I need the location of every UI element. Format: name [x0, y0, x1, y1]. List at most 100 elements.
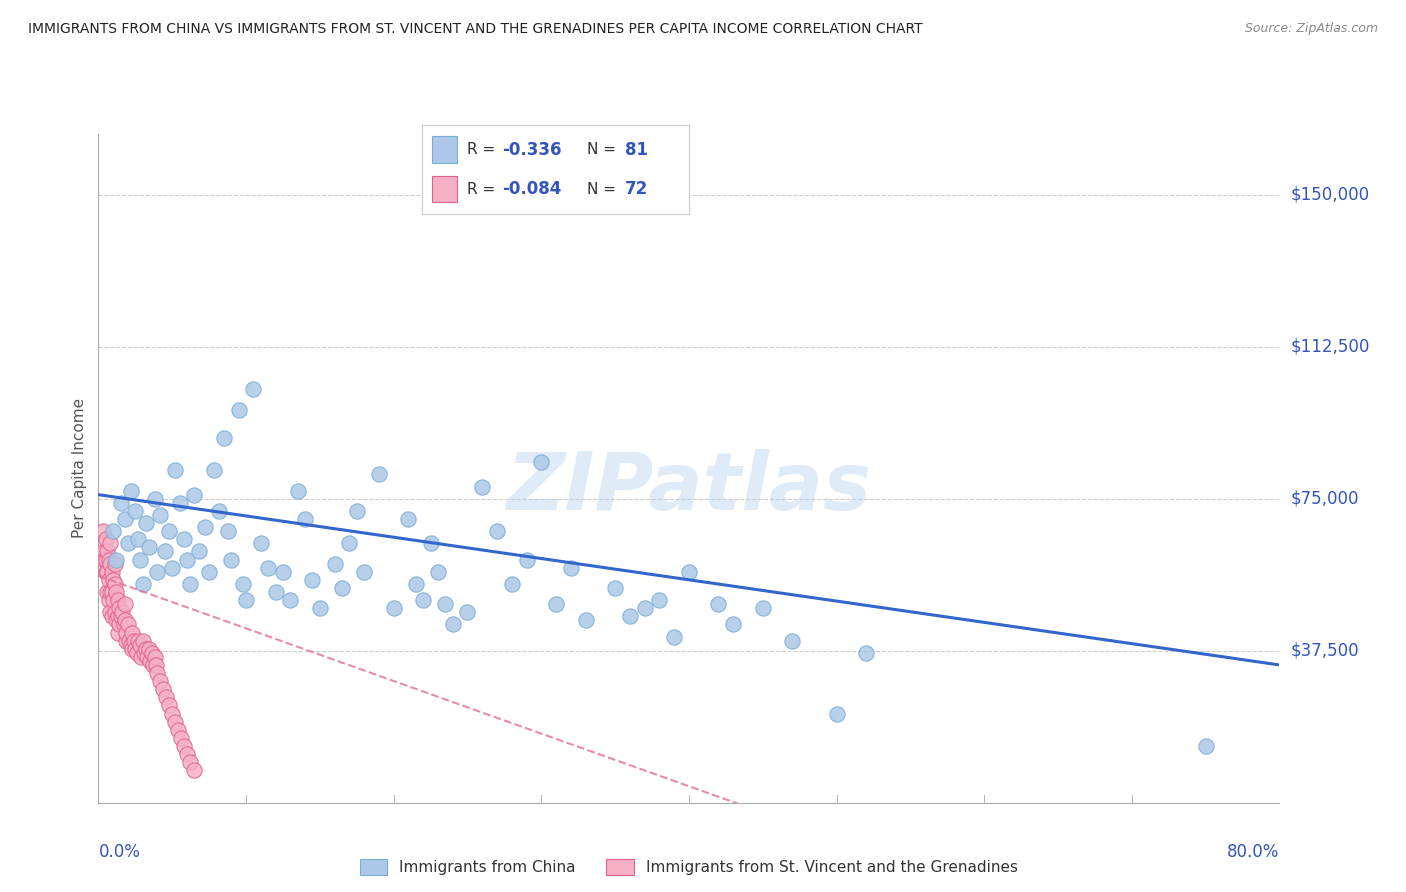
Point [141, 646, 163, 660]
Point [560, 560, 582, 574]
Point [648, 593, 671, 607]
Text: -0.084: -0.084 [502, 180, 561, 198]
Point [187, 544, 209, 558]
Point [117, 617, 139, 632]
Point [183, 488, 205, 502]
Point [105, 585, 128, 599]
Point [115, 633, 138, 648]
Text: R =: R = [467, 182, 501, 196]
Point [855, 646, 877, 660]
Point [135, 516, 157, 530]
Point [309, 601, 332, 615]
Point [228, 402, 250, 417]
Point [179, 577, 201, 591]
Point [232, 577, 254, 591]
Point [751, 601, 773, 615]
Point [235, 593, 257, 607]
Point [91, 524, 114, 538]
Point [98, 536, 121, 550]
Point [108, 617, 131, 632]
FancyBboxPatch shape [433, 176, 457, 202]
Point [111, 605, 134, 619]
Point [382, 601, 405, 615]
Point [114, 613, 136, 627]
Point [155, 690, 177, 705]
Point [183, 764, 205, 778]
Point [132, 633, 155, 648]
Point [271, 565, 294, 579]
Point [396, 512, 419, 526]
Point [104, 605, 127, 619]
Point [108, 601, 131, 615]
Text: N =: N = [588, 143, 621, 157]
Point [104, 557, 127, 571]
Point [152, 682, 174, 697]
Point [441, 617, 464, 632]
Text: IMMIGRANTS FROM CHINA VS IMMIGRANTS FROM ST. VINCENT AND THE GRENADINES PER CAPI: IMMIGRANTS FROM CHINA VS IMMIGRANTS FROM… [28, 22, 922, 37]
Point [127, 533, 149, 547]
Point [122, 633, 145, 648]
Point [138, 541, 160, 555]
Point [96, 565, 118, 579]
Text: N =: N = [588, 182, 621, 196]
Point [301, 573, 323, 587]
Point [173, 533, 195, 547]
Point [103, 573, 125, 587]
Point [346, 504, 368, 518]
Point [169, 496, 191, 510]
Point [110, 609, 132, 624]
Point [127, 633, 149, 648]
Point [105, 613, 128, 627]
Point [100, 585, 122, 599]
Point [471, 479, 494, 493]
Point [153, 544, 176, 558]
Point [134, 646, 156, 660]
Point [257, 560, 280, 574]
Point [94, 552, 117, 566]
Point [114, 597, 136, 611]
Point [105, 552, 128, 566]
Point [124, 504, 146, 518]
Point [97, 593, 120, 607]
Point [162, 560, 183, 574]
Point [176, 552, 198, 566]
Point [501, 577, 523, 591]
Point [707, 597, 730, 611]
Point [544, 597, 567, 611]
Point [208, 504, 231, 518]
Point [97, 552, 120, 566]
Point [143, 491, 166, 506]
Point [103, 524, 125, 538]
Point [664, 630, 686, 644]
Point [136, 649, 159, 664]
Text: R =: R = [467, 143, 501, 157]
Point [107, 593, 129, 607]
Point [368, 467, 391, 482]
Point [139, 654, 162, 668]
Point [825, 706, 848, 721]
Point [337, 536, 360, 550]
Point [194, 520, 217, 534]
Point [353, 565, 375, 579]
Point [162, 706, 183, 721]
Point [179, 756, 201, 770]
Point [405, 577, 427, 591]
Point [264, 585, 287, 599]
Point [143, 649, 166, 664]
Point [138, 641, 160, 656]
Point [94, 533, 117, 547]
Point [287, 483, 309, 498]
Point [1195, 739, 1218, 753]
Point [633, 601, 655, 615]
Point [167, 723, 190, 737]
FancyBboxPatch shape [433, 136, 457, 163]
Point [96, 544, 118, 558]
Point [98, 605, 121, 619]
Text: 0.0%: 0.0% [98, 843, 141, 861]
Point [146, 666, 169, 681]
Text: Source: ZipAtlas.com: Source: ZipAtlas.com [1244, 22, 1378, 36]
Point [250, 536, 273, 550]
Point [165, 463, 187, 477]
Point [530, 455, 553, 469]
Point [100, 565, 122, 579]
